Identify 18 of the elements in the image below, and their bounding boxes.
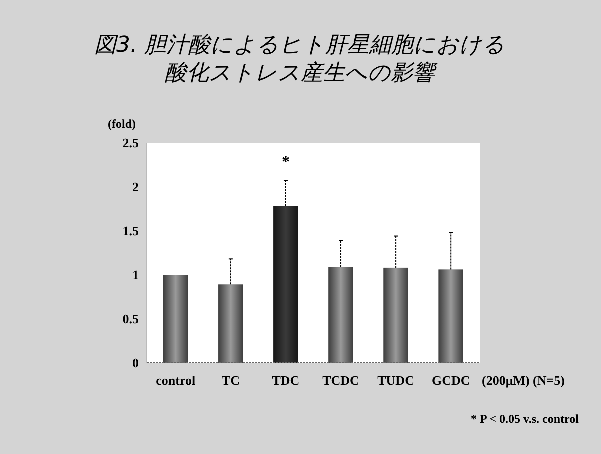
x-tick-label: TUDC	[378, 373, 414, 388]
text: * P < 0.05 v.s. control	[471, 412, 580, 426]
x-tick-label: TCDC	[322, 373, 360, 388]
x-tick-label: TDC	[272, 373, 300, 388]
x-tick-label: TC	[222, 373, 240, 388]
y-tick-label: 1.5	[122, 224, 140, 239]
chart-title: 図3. 胆汁酸によるヒト肝星細胞における	[94, 33, 506, 58]
y-axis-title: (fold)	[108, 117, 136, 131]
y-tick-label: 0.5	[122, 312, 140, 327]
text: (200μM) (N=5)	[482, 373, 566, 388]
y-tick-label: 0	[132, 356, 139, 371]
y-tick-label: 1	[132, 268, 139, 283]
y-tick-label: 2.5	[122, 136, 140, 151]
y-tick-label: 2	[132, 180, 139, 195]
x-tick-label: GCDC	[432, 373, 470, 388]
annotation: *	[282, 154, 290, 171]
chart-subtitle: 酸化ストレス産生への影響	[165, 61, 438, 86]
x-tick-label: control	[156, 373, 196, 388]
